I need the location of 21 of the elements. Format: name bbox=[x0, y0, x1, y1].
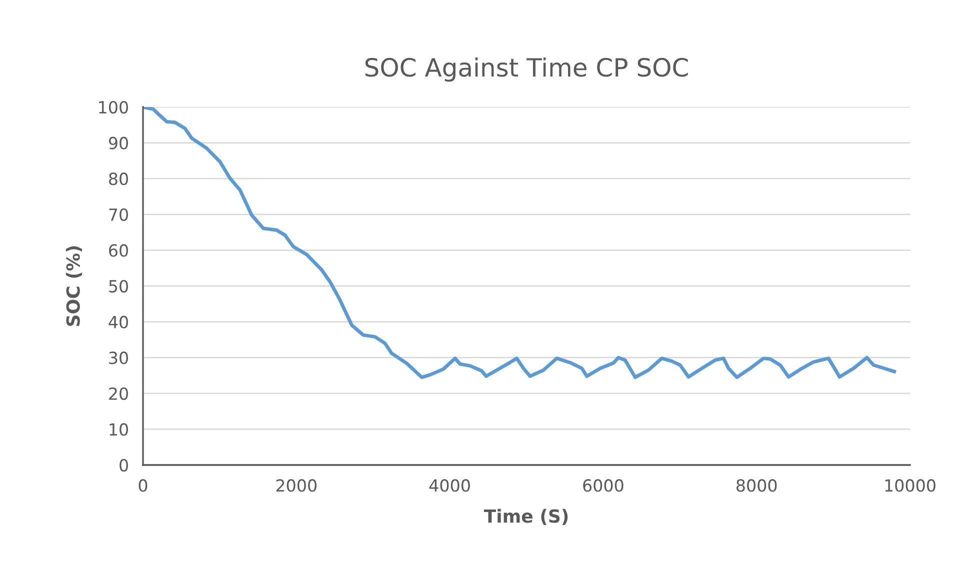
x-axis-title: Time (S) bbox=[484, 508, 568, 526]
y-axis-title: SOC (%) bbox=[66, 246, 82, 326]
x-tick-label: 6000 bbox=[583, 479, 624, 492]
line-series bbox=[143, 107, 896, 380]
x-tick-label: 2000 bbox=[276, 479, 316, 492]
y-tick-label: 90 bbox=[108, 136, 128, 150]
y-tick-label: 40 bbox=[108, 316, 128, 328]
y-tick-label: 50 bbox=[109, 280, 128, 293]
x-tick-label: 4000 bbox=[429, 479, 470, 492]
x-tick-label: 8000 bbox=[736, 479, 777, 492]
y-tick-label: 80 bbox=[109, 172, 128, 186]
x-tick-label: 10000 bbox=[885, 479, 936, 492]
y-tick-label: 0 bbox=[120, 458, 128, 472]
y-tick-label: 60 bbox=[109, 244, 128, 257]
y-tick-label: 100 bbox=[99, 100, 128, 114]
y-tick-label: 10 bbox=[110, 423, 128, 436]
chart-title: SOC Against Time CP SOC bbox=[365, 57, 688, 82]
y-tick-label: 30 bbox=[109, 352, 128, 364]
x-tick-label: 0 bbox=[138, 479, 148, 492]
y-tick-label: 70 bbox=[109, 208, 128, 221]
y-tick-label: 20 bbox=[109, 387, 128, 400]
